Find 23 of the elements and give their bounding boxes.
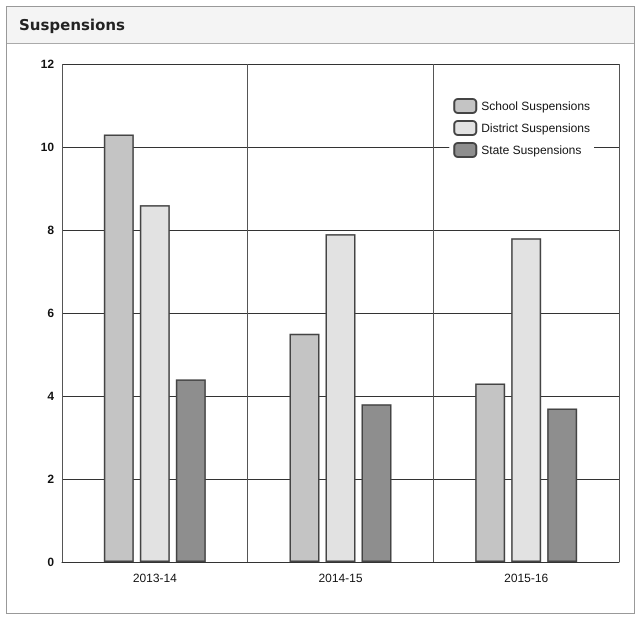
y-tick-label: 2 (47, 472, 54, 486)
bar (511, 238, 542, 562)
chart-title: Suspensions (7, 7, 634, 44)
bar (140, 205, 170, 562)
bar (290, 334, 320, 562)
legend-label: School Suspensions (481, 99, 590, 113)
bar (104, 134, 134, 562)
x-tick-label: 2015-16 (504, 571, 549, 585)
legend-label: State Suspensions (481, 143, 582, 157)
bar (547, 408, 578, 562)
bar (475, 384, 506, 562)
y-tick-label: 12 (40, 57, 54, 71)
y-tick-label: 8 (47, 223, 54, 237)
x-tick-label: 2014-15 (318, 571, 363, 585)
x-tick-label: 2013-14 (132, 571, 178, 585)
y-tick-label: 6 (47, 306, 54, 320)
bar (176, 379, 206, 562)
y-tick-label: 0 (47, 555, 54, 569)
legend-label: District Suspensions (481, 121, 590, 135)
y-tick-label: 10 (40, 140, 54, 154)
bar (326, 234, 356, 562)
y-tick-label: 4 (47, 389, 54, 403)
bar (362, 404, 392, 562)
